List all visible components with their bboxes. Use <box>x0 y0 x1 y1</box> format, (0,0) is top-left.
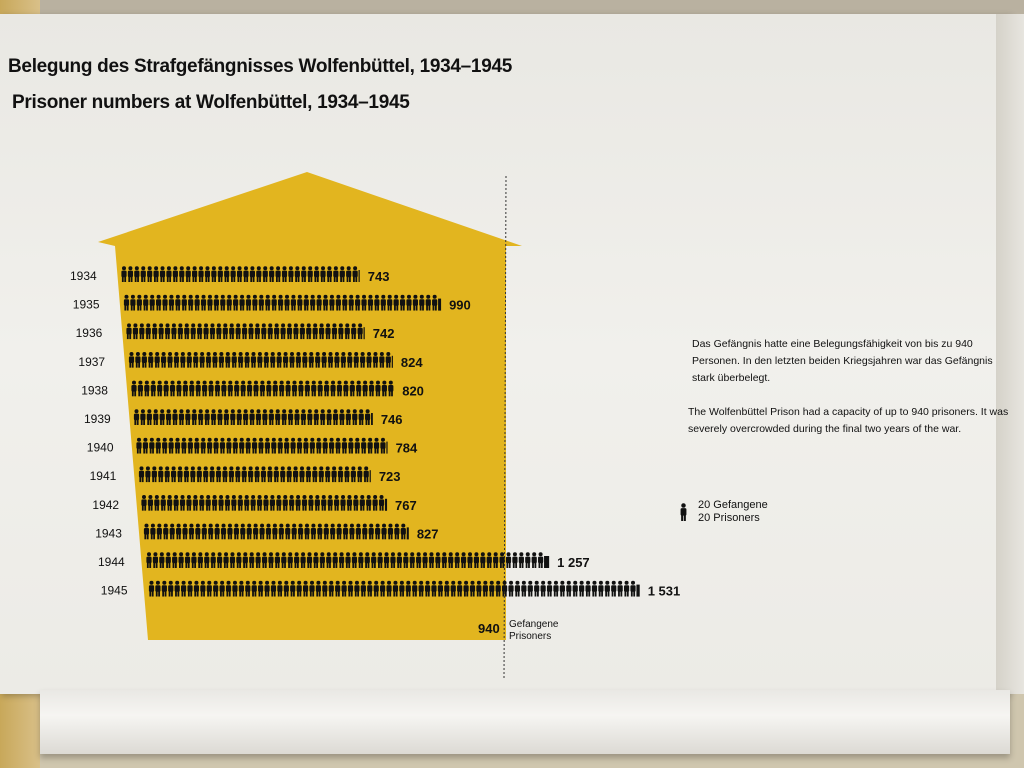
capacity-label-en: Prisoners <box>509 631 551 642</box>
year-label: 1939 <box>84 412 111 426</box>
person-icon <box>546 580 553 597</box>
partial-person-icon <box>438 298 442 311</box>
year-label: 1945 <box>101 584 128 598</box>
person-icon <box>521 580 527 597</box>
value-label: 767 <box>395 498 417 513</box>
year-label: 1942 <box>92 498 119 512</box>
year-label: 1938 <box>81 383 108 397</box>
value-label: 990 <box>449 298 471 313</box>
person-icon <box>623 580 630 597</box>
chart-row-1936: 1936 742 <box>76 323 395 341</box>
year-label: 1940 <box>87 441 114 455</box>
year-label: 1935 <box>73 298 100 312</box>
person-icon <box>630 580 636 597</box>
chart-row-1934: 1934 743 <box>70 266 389 284</box>
legend-label-en: 20 Prisoners <box>698 512 760 524</box>
person-icon <box>531 552 537 568</box>
person-icon <box>591 580 598 597</box>
person-icon <box>538 552 544 568</box>
partial-person-icon <box>636 584 640 597</box>
person-icon <box>514 580 521 597</box>
capacity-label-de: Gefangene <box>509 619 559 630</box>
value-label: 743 <box>368 269 390 284</box>
person-icon <box>604 580 610 597</box>
chart-row-1940: 1940 784 <box>87 437 418 456</box>
value-label: 824 <box>401 355 423 370</box>
value-label: 827 <box>417 526 439 541</box>
partial-person-icon <box>391 355 393 368</box>
partial-person-icon <box>363 327 365 340</box>
person-icon <box>512 552 518 568</box>
value-label: 784 <box>396 441 418 456</box>
chart-row-1943: 1943 827 <box>95 523 439 541</box>
person-icon <box>553 580 559 597</box>
value-label: 1 531 <box>648 584 681 599</box>
chart-row-1939: 1939 746 <box>84 409 403 427</box>
chart-row-1938: 1938 820 <box>81 380 424 398</box>
value-label: 723 <box>379 469 401 484</box>
title-german: Belegung des Strafgefängnisses Wolfenbüt… <box>8 56 512 77</box>
person-icon <box>680 503 687 521</box>
partial-person-icon <box>386 441 388 454</box>
description-english: The Wolfenbüttel Prison had a capacity o… <box>688 406 1009 435</box>
person-icon <box>505 552 512 568</box>
panel-ledge <box>40 690 1010 754</box>
partial-person-icon <box>544 556 550 568</box>
wall-top <box>0 0 1024 14</box>
partial-person-icon <box>406 527 409 540</box>
chart-row-1935: 1935 990 <box>73 294 471 313</box>
house-shape <box>98 172 522 640</box>
year-label: 1941 <box>90 469 117 483</box>
person-icon <box>617 580 623 597</box>
chart-row-1944: 1944 1 257 <box>98 552 590 570</box>
person-icon <box>572 580 578 597</box>
panel-frame <box>996 14 1024 694</box>
person-icon <box>508 580 514 597</box>
chart-row-1945: 1945 1 531 <box>101 580 681 599</box>
year-label: 1934 <box>70 269 97 283</box>
person-icon <box>525 552 531 568</box>
year-label: 1936 <box>76 326 103 340</box>
person-icon <box>559 580 565 597</box>
partial-person-icon <box>358 270 360 282</box>
year-label: 1937 <box>78 355 105 369</box>
person-icon <box>527 580 533 597</box>
capacity-value: 940 <box>478 621 500 636</box>
description-german: Das Gefängnis hatte eine Belegungsfähigk… <box>692 338 993 384</box>
value-label: 746 <box>381 412 403 427</box>
year-label: 1943 <box>95 526 122 540</box>
person-icon <box>598 580 604 597</box>
value-label: 1 257 <box>557 555 590 570</box>
person-icon <box>585 580 591 597</box>
person-icon <box>566 580 572 597</box>
chart-row-1937: 1937 824 <box>78 352 423 370</box>
person-icon <box>534 580 540 597</box>
partial-person-icon <box>371 413 373 425</box>
partial-person-icon <box>369 470 371 483</box>
legend-label-de: 20 Gefangene <box>698 499 768 511</box>
year-label: 1944 <box>98 555 125 569</box>
person-icon <box>540 580 546 597</box>
title-english: Prisoner numbers at Wolfenbüttel, 1934–1… <box>12 92 410 113</box>
value-label: 820 <box>402 383 424 398</box>
partial-person-icon <box>384 498 388 511</box>
person-icon <box>579 580 585 597</box>
person-icon <box>611 580 617 597</box>
chart-row-1942: 1942 767 <box>92 495 417 513</box>
chart-row-1941: 1941 723 <box>90 466 401 484</box>
person-icon <box>518 552 524 568</box>
house-roof-and-body <box>98 172 522 640</box>
value-label: 742 <box>373 326 395 341</box>
